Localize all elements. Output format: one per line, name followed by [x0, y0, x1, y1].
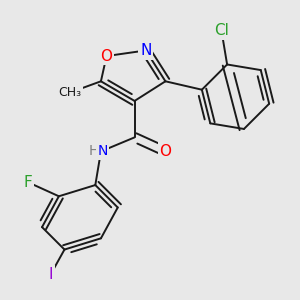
- Text: N: N: [140, 43, 152, 58]
- Text: F: F: [24, 175, 32, 190]
- Text: O: O: [100, 49, 112, 64]
- Text: H: H: [89, 144, 99, 158]
- Text: N: N: [97, 144, 107, 158]
- Text: O: O: [159, 144, 171, 159]
- Text: I: I: [48, 267, 53, 282]
- Text: Cl: Cl: [214, 23, 229, 38]
- Text: CH₃: CH₃: [58, 86, 82, 99]
